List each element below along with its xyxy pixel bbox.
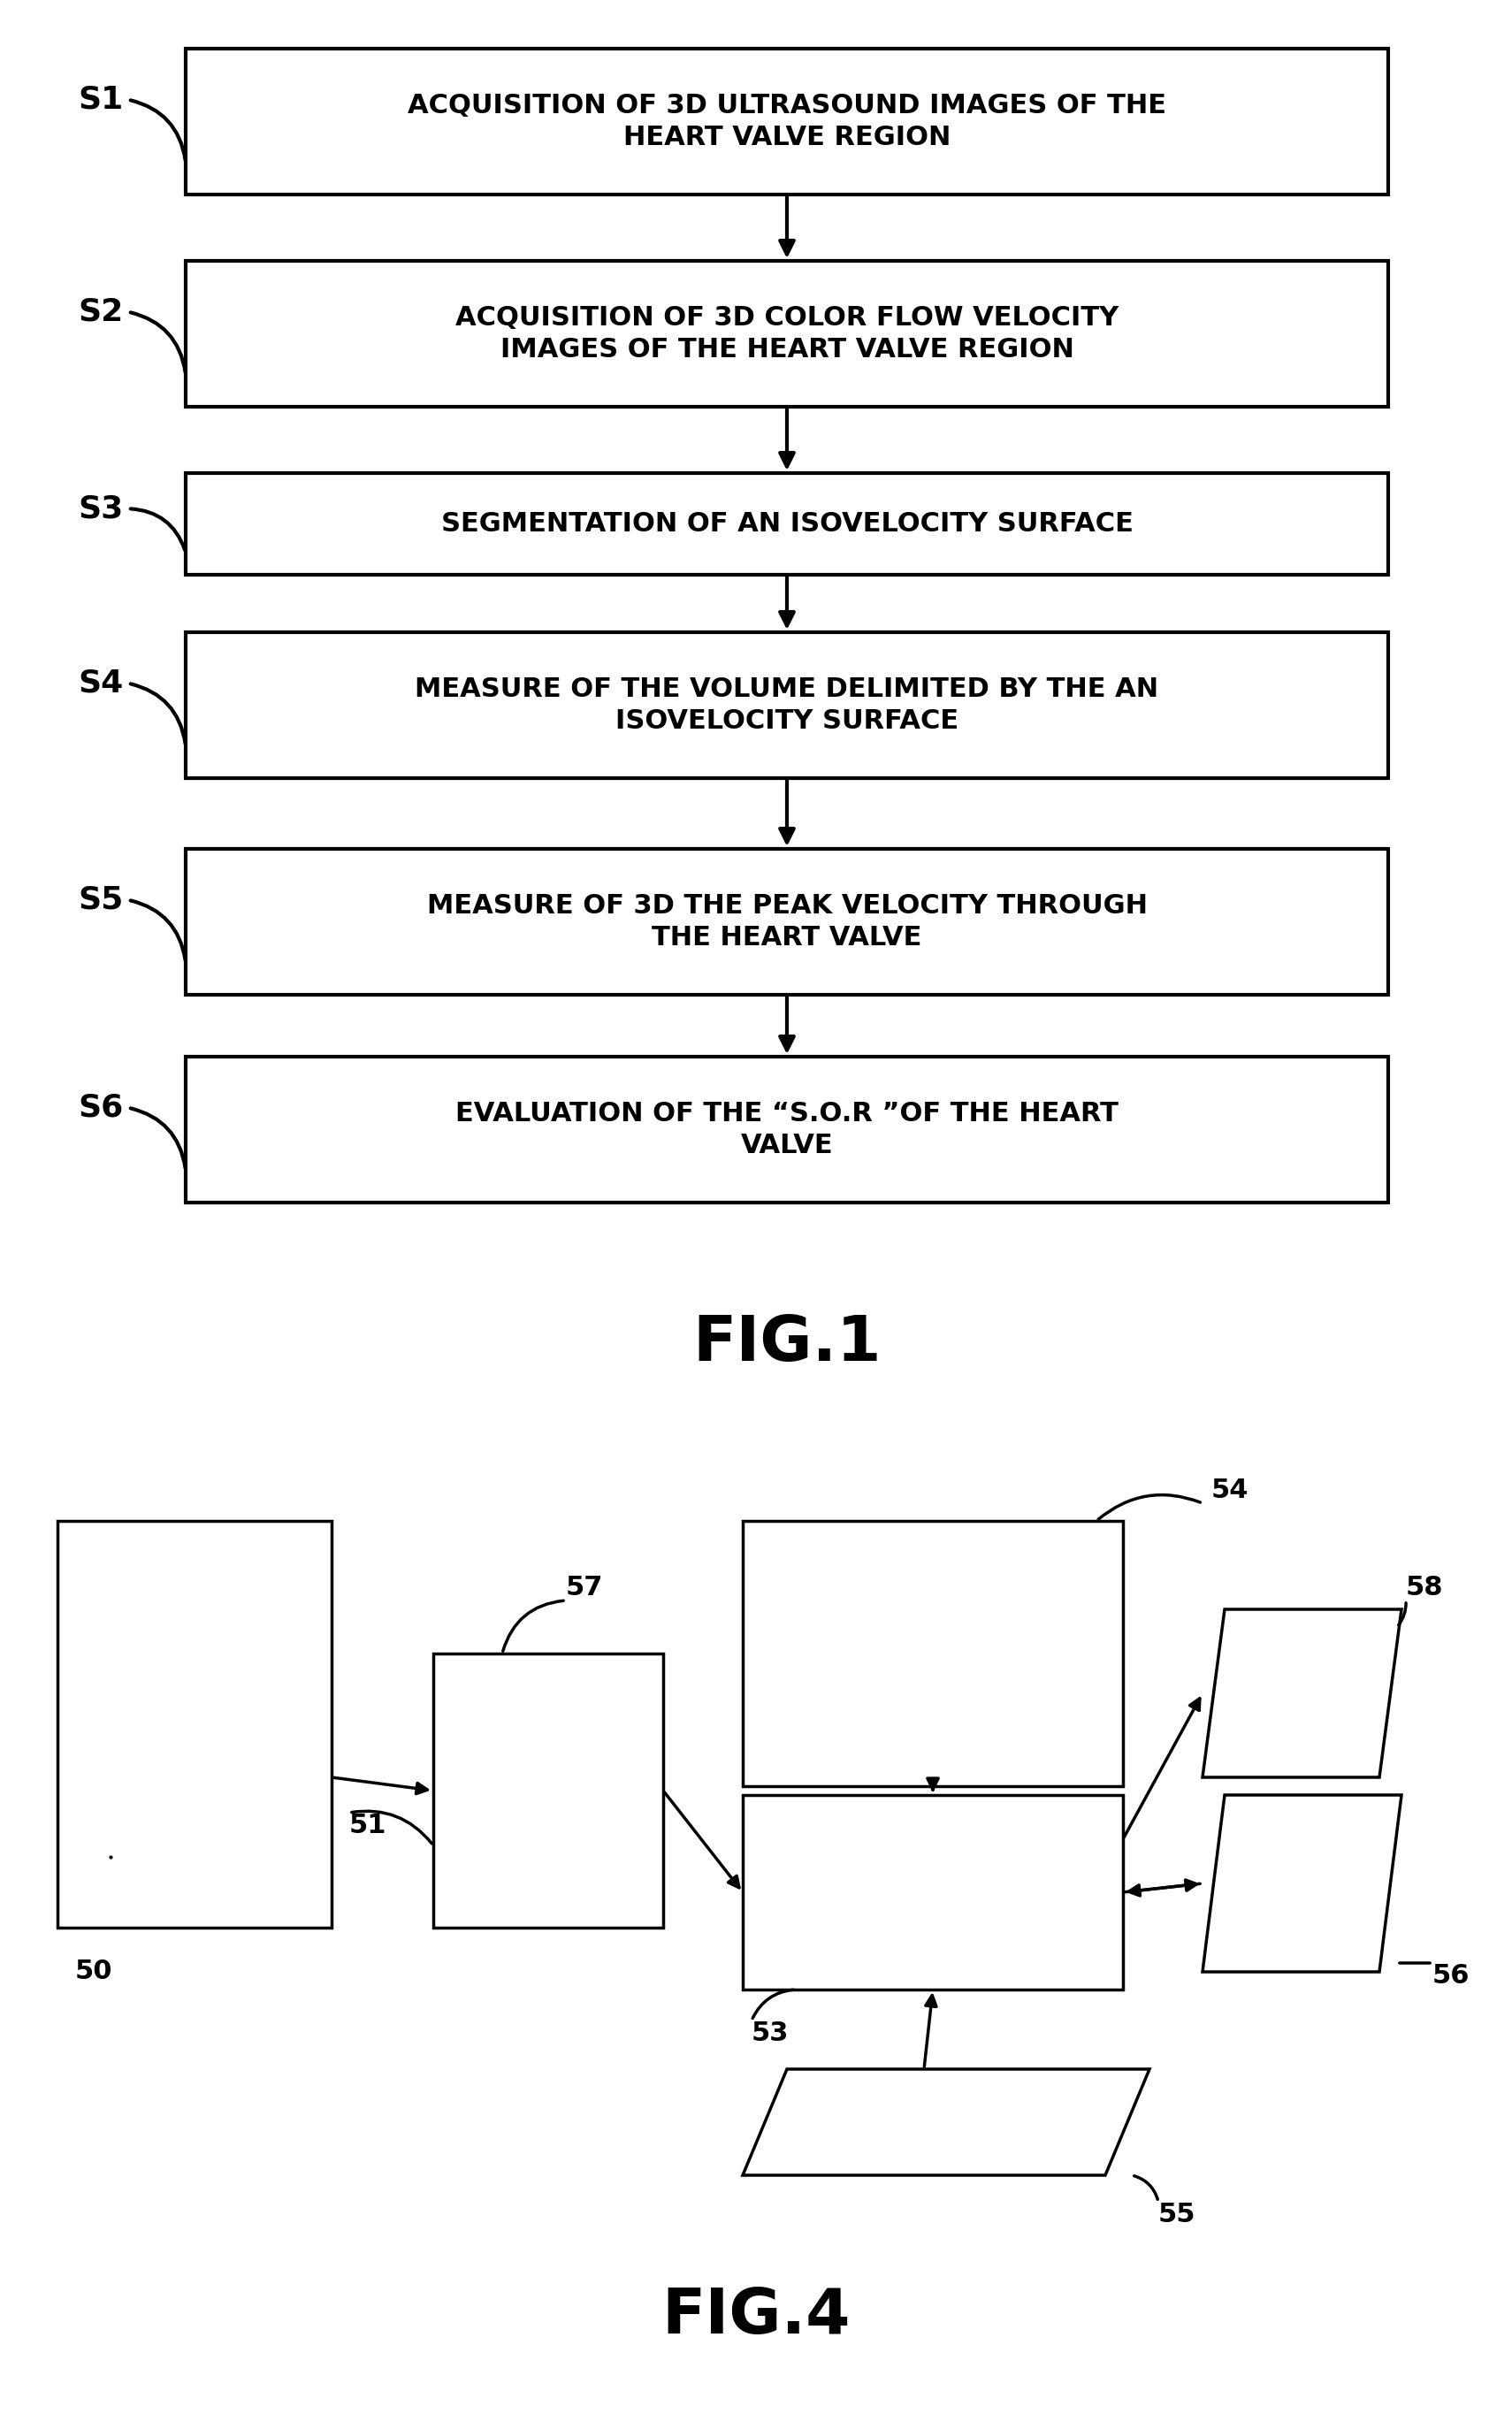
Text: FIG.1: FIG.1 [692,1314,881,1375]
Text: 58: 58 [1406,1574,1444,1601]
Bar [186,474,1388,576]
Polygon shape [1202,1795,1402,1972]
Text: 50: 50 [76,1958,113,1984]
Text: 56: 56 [1432,1963,1470,1989]
Text: S1: S1 [79,85,124,114]
Text: S4: S4 [79,668,124,697]
Bar [186,848,1388,996]
Text: 54: 54 [1211,1477,1249,1504]
Text: EVALUATION OF THE “S.O.R ”OF THE HEART
VALVE: EVALUATION OF THE “S.O.R ”OF THE HEART V… [455,1100,1119,1159]
Text: FIG.4: FIG.4 [662,2286,850,2346]
Text: SEGMENTATION OF AN ISOVELOCITY SURFACE: SEGMENTATION OF AN ISOVELOCITY SURFACE [442,510,1132,537]
Text: S6: S6 [79,1093,124,1122]
Bar [434,1654,664,1929]
Polygon shape [742,2070,1149,2176]
Bar [186,49,1388,194]
Bar [186,1057,1388,1202]
Bar [742,1521,1123,1785]
Text: MEASURE OF 3D THE PEAK VELOCITY THROUGH
THE HEART VALVE: MEASURE OF 3D THE PEAK VELOCITY THROUGH … [426,894,1148,950]
Text: 57: 57 [565,1574,603,1601]
Text: ACQUISITION OF 3D COLOR FLOW VELOCITY
IMAGES OF THE HEART VALVE REGION: ACQUISITION OF 3D COLOR FLOW VELOCITY IM… [455,306,1119,362]
Bar [186,632,1388,777]
Text: S3: S3 [79,493,124,525]
Bar [742,1795,1123,1989]
Text: 55: 55 [1158,2201,1196,2227]
Text: MEASURE OF THE VOLUME DELIMITED BY THE AN
ISOVELOCITY SURFACE: MEASURE OF THE VOLUME DELIMITED BY THE A… [416,678,1158,734]
Text: ACQUISITION OF 3D ULTRASOUND IMAGES OF THE
HEART VALVE REGION: ACQUISITION OF 3D ULTRASOUND IMAGES OF T… [408,92,1166,151]
Bar [57,1521,331,1929]
Text: S5: S5 [79,884,124,916]
Text: 51: 51 [349,1812,387,1839]
Text: 53: 53 [751,2021,789,2045]
Bar [186,260,1388,406]
Polygon shape [1202,1610,1402,1778]
Text: S2: S2 [79,296,124,328]
